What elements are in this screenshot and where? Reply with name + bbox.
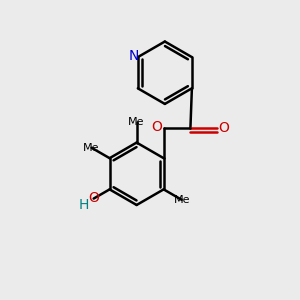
Text: O: O <box>218 122 229 136</box>
Text: Me: Me <box>83 143 100 153</box>
Text: Me: Me <box>173 195 190 205</box>
Text: N: N <box>129 49 140 63</box>
Text: H: H <box>78 197 88 212</box>
Text: O: O <box>88 191 99 205</box>
Text: Me: Me <box>128 117 145 127</box>
Text: O: O <box>152 120 163 134</box>
